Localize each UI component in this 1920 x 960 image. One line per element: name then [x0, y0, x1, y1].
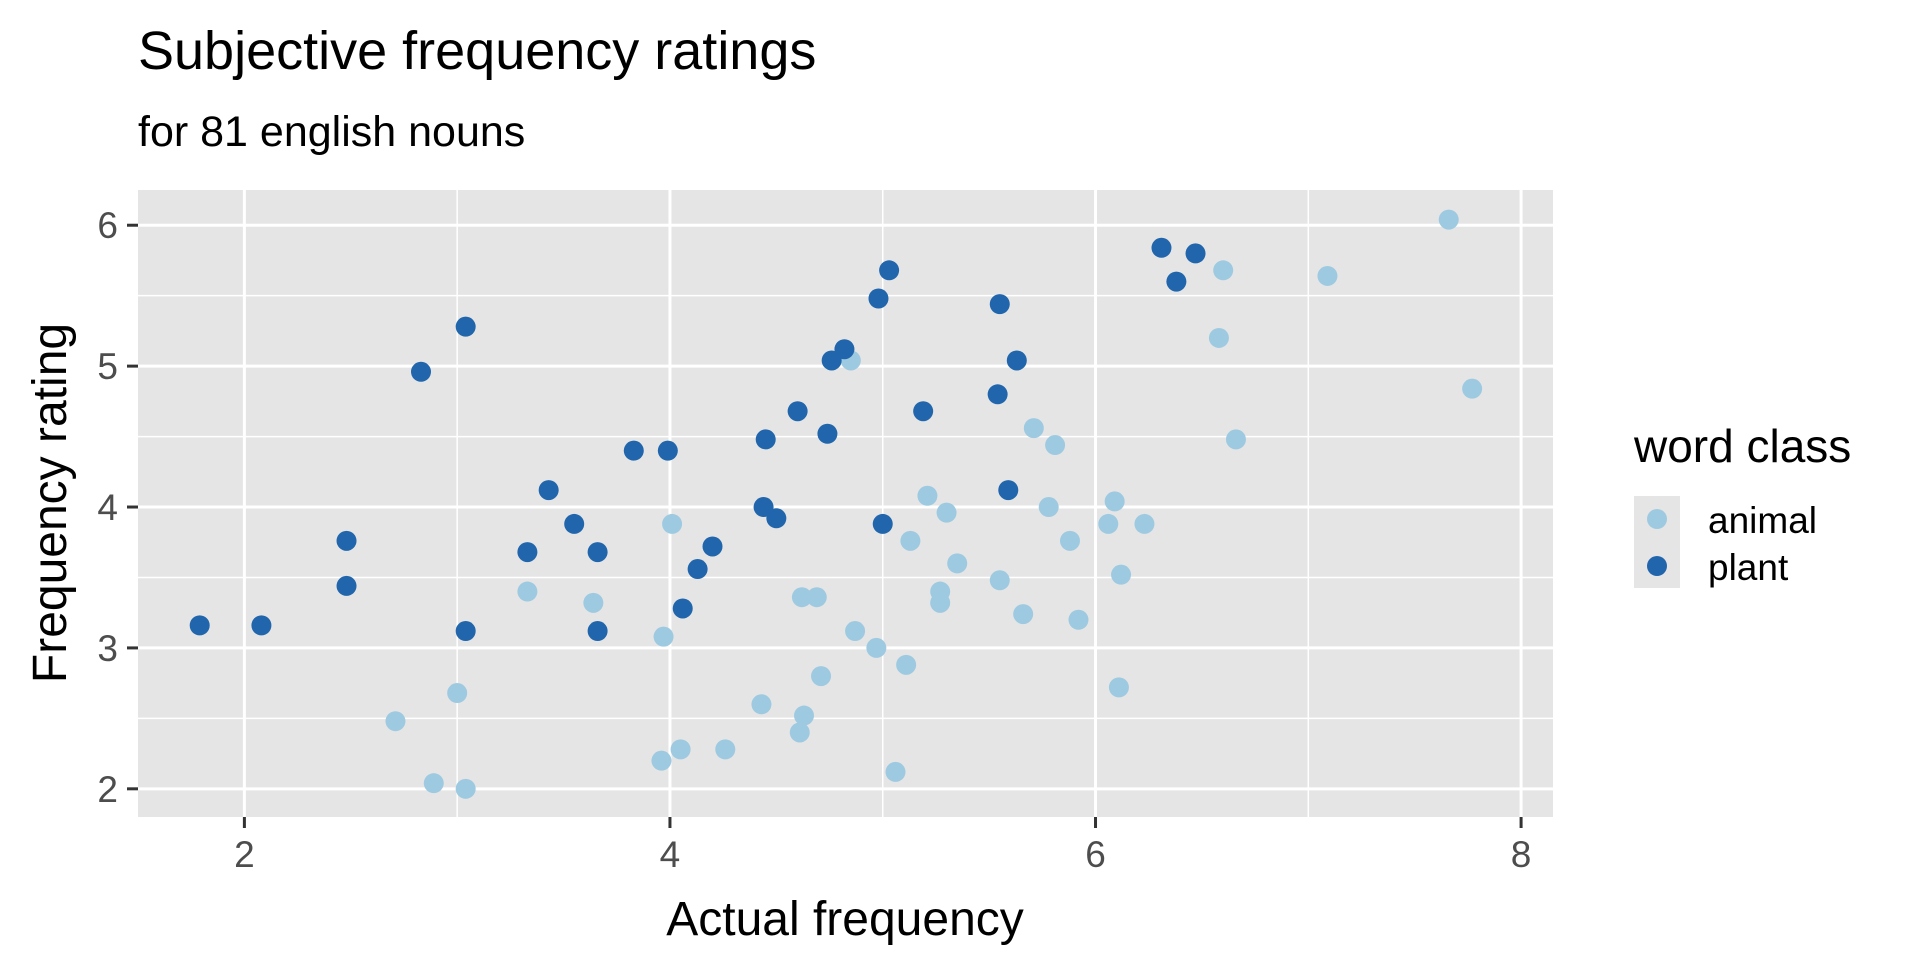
point-animal [456, 779, 476, 799]
point-animal [583, 593, 603, 613]
point-plant [990, 294, 1010, 314]
point-animal [654, 627, 674, 647]
legend-label-animal: animal [1708, 500, 1817, 541]
point-animal [1317, 266, 1337, 286]
legend-key-plant [1647, 556, 1667, 576]
point-animal [1060, 531, 1080, 551]
point-animal [671, 739, 691, 759]
point-animal [1134, 514, 1154, 534]
point-plant [588, 542, 608, 562]
point-plant [873, 514, 893, 534]
point-plant [988, 384, 1008, 404]
point-plant [337, 576, 357, 596]
point-plant [688, 559, 708, 579]
point-animal [896, 655, 916, 675]
legend: word class animal plant [1633, 420, 1851, 588]
point-plant [564, 514, 584, 534]
point-animal [1462, 379, 1482, 399]
point-plant [913, 401, 933, 421]
point-plant [337, 531, 357, 551]
y-axis-label: Frequency rating [24, 323, 77, 683]
point-animal [900, 531, 920, 551]
y-tick-label: 4 [97, 487, 118, 528]
point-animal [715, 739, 735, 759]
point-plant [998, 480, 1018, 500]
point-animal [807, 587, 827, 607]
point-animal [1439, 210, 1459, 230]
point-plant [517, 542, 537, 562]
point-plant [1151, 238, 1171, 258]
point-animal [866, 638, 886, 658]
point-animal [1098, 514, 1118, 534]
legend-title: word class [1633, 420, 1851, 472]
point-plant [1166, 272, 1186, 292]
point-plant [868, 288, 888, 308]
point-plant [703, 536, 723, 556]
x-axis-label: Actual frequency [666, 893, 1024, 946]
x-tick-label: 4 [660, 834, 681, 875]
point-plant [456, 317, 476, 337]
legend-key-animal [1647, 509, 1667, 529]
point-plant [658, 441, 678, 461]
point-animal [1111, 565, 1131, 585]
point-animal [917, 486, 937, 506]
point-plant [788, 401, 808, 421]
point-animal [1013, 604, 1033, 624]
point-animal [517, 582, 537, 602]
point-plant [834, 339, 854, 359]
point-plant [673, 598, 693, 618]
point-animal [1039, 497, 1059, 517]
point-plant [817, 424, 837, 444]
point-plant [456, 621, 476, 641]
point-animal [1109, 677, 1129, 697]
point-plant [1007, 350, 1027, 370]
point-animal [845, 621, 865, 641]
point-plant [190, 615, 210, 635]
y-tick-label: 6 [97, 205, 118, 246]
point-plant [756, 429, 776, 449]
point-animal [662, 514, 682, 534]
point-animal [447, 683, 467, 703]
point-animal [947, 553, 967, 573]
point-plant [588, 621, 608, 641]
point-animal [930, 582, 950, 602]
y-tick-label: 5 [97, 346, 118, 387]
x-tick-label: 8 [1511, 834, 1532, 875]
point-plant [1186, 243, 1206, 263]
point-animal [751, 694, 771, 714]
point-animal [886, 762, 906, 782]
point-animal [1068, 610, 1088, 630]
point-plant [251, 615, 271, 635]
y-tick-label: 3 [97, 628, 118, 669]
legend-label-plant: plant [1708, 547, 1789, 588]
point-animal [1213, 260, 1233, 280]
point-plant [624, 441, 644, 461]
point-animal [385, 711, 405, 731]
point-animal [794, 706, 814, 726]
point-animal [937, 503, 957, 523]
point-animal [1209, 328, 1229, 348]
point-animal [1226, 429, 1246, 449]
point-plant [766, 508, 786, 528]
point-animal [1024, 418, 1044, 438]
point-animal [1105, 491, 1125, 511]
point-animal [424, 773, 444, 793]
point-animal [990, 570, 1010, 590]
point-plant [539, 480, 559, 500]
x-tick-label: 2 [234, 834, 255, 875]
point-animal [790, 722, 810, 742]
point-plant [411, 362, 431, 382]
x-tick-label: 6 [1085, 834, 1106, 875]
point-animal [811, 666, 831, 686]
point-animal [1045, 435, 1065, 455]
y-tick-label: 2 [97, 769, 118, 810]
point-plant [879, 260, 899, 280]
point-animal [651, 751, 671, 771]
plot-panel [138, 190, 1553, 817]
